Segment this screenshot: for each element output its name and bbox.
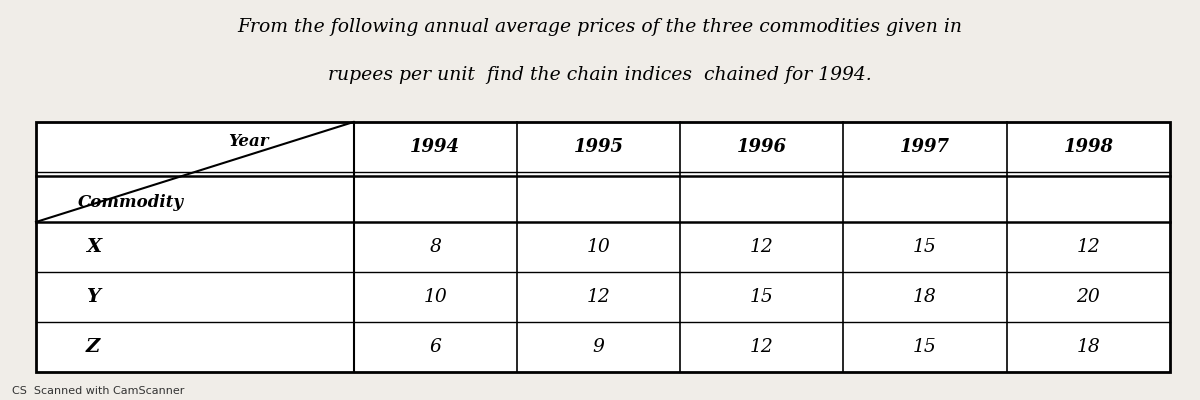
Text: From the following annual average prices of the three commodities given in: From the following annual average prices… (238, 18, 962, 36)
Text: 12: 12 (750, 338, 774, 356)
Text: 9: 9 (593, 338, 605, 356)
Text: 1997: 1997 (900, 138, 950, 156)
Text: 1995: 1995 (574, 138, 624, 156)
Text: CS  Scanned with CamScanner: CS Scanned with CamScanner (12, 386, 185, 396)
Text: Year: Year (228, 132, 269, 150)
Text: 15: 15 (913, 338, 937, 356)
Text: 12: 12 (587, 288, 611, 306)
Text: 12: 12 (750, 238, 774, 256)
Text: Y: Y (86, 288, 100, 306)
Text: 8: 8 (430, 238, 442, 256)
Text: 10: 10 (424, 288, 448, 306)
Text: 6: 6 (430, 338, 442, 356)
Text: 15: 15 (913, 238, 937, 256)
Text: Z: Z (86, 338, 101, 356)
Text: 12: 12 (1076, 238, 1100, 256)
Text: 1996: 1996 (737, 138, 787, 156)
Text: 18: 18 (1076, 338, 1100, 356)
Text: X: X (85, 238, 101, 256)
Text: 20: 20 (1076, 288, 1100, 306)
Text: 1994: 1994 (410, 138, 460, 156)
Text: 18: 18 (913, 288, 937, 306)
Text: Commodity: Commodity (78, 194, 185, 210)
Text: 1998: 1998 (1063, 138, 1114, 156)
Text: 10: 10 (587, 238, 611, 256)
Text: 15: 15 (750, 288, 774, 306)
Text: rupees per unit  find the chain indices  chained for 1994.: rupees per unit find the chain indices c… (328, 66, 872, 84)
